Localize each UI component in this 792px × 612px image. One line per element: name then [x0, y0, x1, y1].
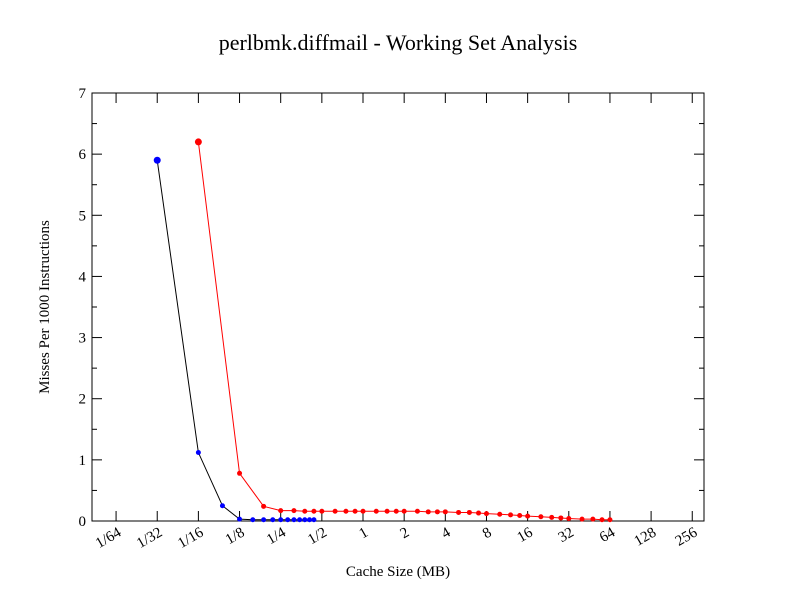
data-point — [261, 503, 267, 509]
data-point — [599, 517, 605, 523]
data-point — [291, 517, 297, 523]
x-tick-label: 4 — [439, 524, 454, 542]
data-point — [311, 517, 317, 523]
data-point — [195, 450, 201, 456]
data-point — [393, 508, 399, 514]
data-point — [414, 508, 420, 514]
x-axis-label: Cache Size (MB) — [346, 564, 450, 580]
data-point — [456, 509, 462, 515]
data-point — [401, 508, 407, 514]
data-point — [607, 517, 613, 523]
data-point — [549, 514, 555, 520]
data-point — [590, 516, 596, 522]
x-tick-label: 16 — [515, 524, 536, 546]
x-tick-label: 32 — [556, 525, 577, 546]
axis-ticks: 0 1 2 3 4 5 6 7 1/64 1/32 1/16 1/8 1/4 1/2 1 2 4 8 16 32 64 1… — [79, 86, 704, 552]
data-point — [278, 517, 284, 523]
data-point — [425, 509, 431, 515]
y-tick-label: 4 — [79, 269, 87, 285]
data-point — [153, 156, 161, 164]
x-tick-label: 1/2 — [305, 525, 330, 548]
x-tick-label: 1/16 — [175, 524, 207, 551]
data-point — [250, 517, 256, 523]
x-tick-label: 64 — [597, 524, 618, 546]
data-point — [278, 508, 284, 514]
data-point — [373, 508, 379, 514]
x-tick-label: 128 — [632, 525, 659, 550]
data-point — [384, 508, 390, 514]
data-point — [525, 513, 531, 519]
x-tick-label: 8 — [480, 525, 494, 543]
x-tick-label: 1/64 — [93, 524, 125, 551]
data-point — [319, 508, 325, 514]
data-point — [497, 511, 503, 517]
x-tick-label: 1 — [357, 525, 371, 543]
x-tick-label: 1/4 — [264, 524, 289, 548]
data-point — [237, 516, 243, 522]
series-line-1 — [156, 160, 314, 521]
data-point — [566, 516, 572, 522]
y-tick-label: 3 — [79, 331, 87, 347]
x-tick-label: 256 — [673, 524, 701, 549]
series-line-0 — [197, 141, 610, 521]
y-axis-label: Misses Per 1000 Instructions — [37, 220, 53, 394]
data-point — [270, 517, 276, 523]
x-tick-label: 2 — [398, 525, 412, 543]
data-point — [442, 509, 448, 515]
data-point — [517, 512, 523, 518]
data-point — [311, 508, 317, 514]
data-point — [466, 509, 472, 515]
data-point — [579, 516, 585, 522]
data-point — [302, 517, 308, 523]
x-tick-label: 1/32 — [134, 525, 165, 552]
data-series — [153, 138, 613, 523]
data-point — [285, 517, 291, 523]
data-point — [558, 515, 564, 521]
data-point — [307, 517, 313, 523]
data-point — [538, 514, 544, 520]
data-point — [302, 508, 308, 514]
data-point — [261, 517, 267, 523]
plot-frame — [91, 92, 705, 522]
data-point — [219, 503, 225, 509]
chart-title: perlbmk.diffmail - Working Set Analysis — [219, 30, 578, 55]
y-tick-label: 6 — [79, 147, 87, 163]
data-point — [360, 508, 366, 514]
data-point — [332, 508, 338, 514]
y-tick-label: 2 — [79, 392, 87, 408]
data-point — [343, 508, 349, 514]
x-tick-label: 1/8 — [223, 525, 248, 548]
data-point — [476, 510, 482, 516]
data-point — [297, 517, 303, 523]
y-tick-label: 7 — [79, 86, 87, 102]
data-point — [508, 512, 514, 518]
data-point — [483, 511, 489, 517]
data-point — [434, 509, 440, 515]
y-tick-label: 0 — [79, 514, 87, 530]
data-point — [237, 470, 243, 476]
data-point — [194, 138, 202, 146]
data-point — [352, 508, 358, 514]
y-tick-label: 5 — [79, 208, 87, 224]
data-point — [291, 508, 297, 514]
y-tick-label: 1 — [79, 453, 87, 469]
